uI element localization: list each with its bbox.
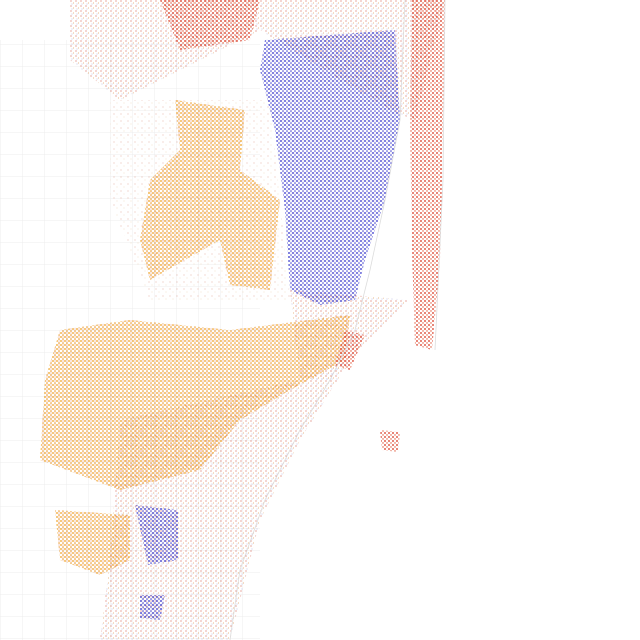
land-areas (40, 0, 445, 640)
mixed-north (70, 0, 445, 120)
blue-far-south (140, 595, 165, 620)
red-key (380, 430, 400, 452)
island-shore (434, 0, 446, 351)
orange-south (55, 510, 130, 575)
mainland-shore (229, 0, 406, 640)
coastline (229, 0, 446, 640)
red-coast (335, 330, 365, 370)
orange-north (140, 100, 280, 290)
orange-central (40, 315, 350, 490)
blue-north (260, 30, 400, 305)
red-northwest (160, 0, 260, 50)
blue-south (135, 505, 178, 565)
red-barrier-island (410, 0, 445, 350)
